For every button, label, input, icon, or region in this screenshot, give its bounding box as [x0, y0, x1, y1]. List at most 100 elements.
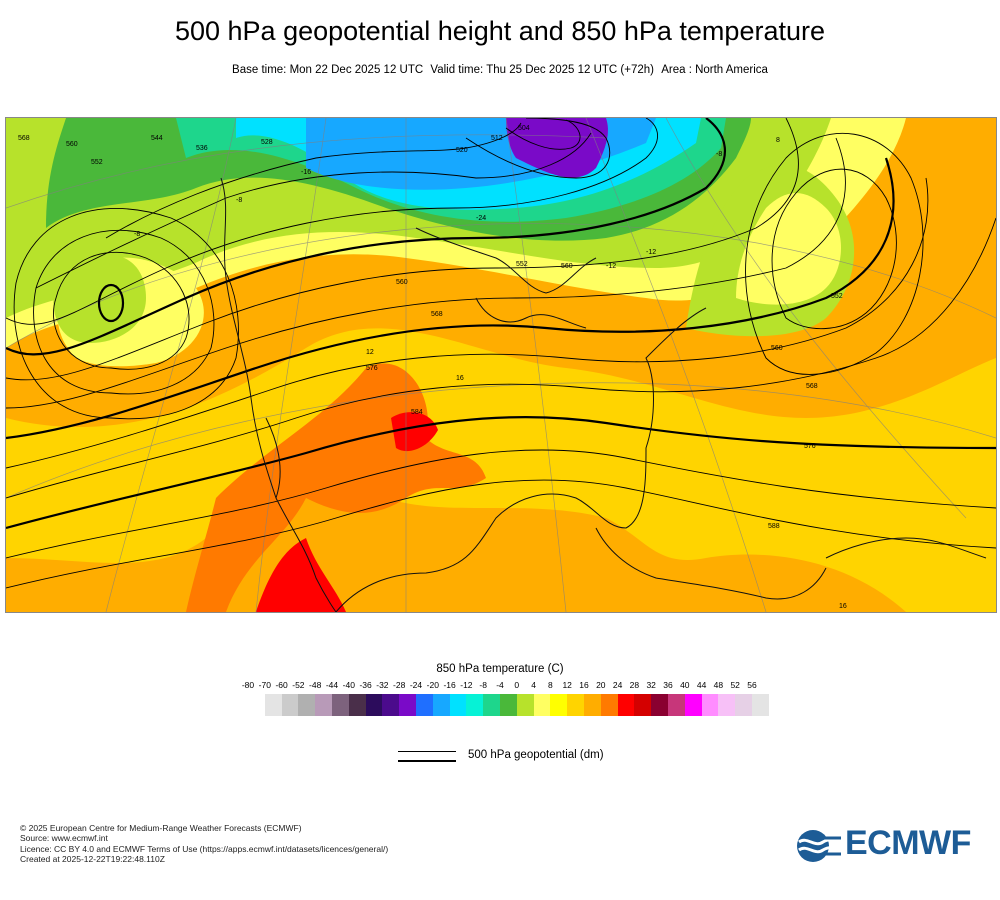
height-label: 528 [261, 139, 273, 146]
legend-swatch [600, 694, 618, 716]
chart-title: 500 hPa geopotential height and 850 hPa … [174, 16, 825, 46]
legend-tick-label: -12 [460, 680, 473, 690]
geopotential-legend-label: 500 hPa geopotential (dm) [468, 749, 604, 761]
height-label: 568 [806, 383, 818, 390]
footer-licence: Licence: CC BY 4.0 and ECMWF Terms of Us… [20, 843, 389, 854]
base-time: Base time: Mon 22 Dec 2025 12 UTC [232, 64, 424, 76]
legend-swatch [466, 694, 484, 716]
legend-swatch [483, 694, 500, 716]
legend-tick-label: -40 [342, 680, 355, 690]
temperature-legend: -80 -70 -60 -52 -48 -44 -40 -36 -32 -28 -24 -20 -16-… [240, 680, 769, 720]
legend-tick-label: 8 [548, 680, 553, 690]
legend-swatch [533, 694, 551, 716]
legend-tick-label: 0 [514, 680, 520, 690]
legend-tick-label: -32 [376, 680, 389, 690]
footer-created: Created at 2025-12-22T19:22:48.110Z [20, 853, 165, 864]
legend-swatch [550, 694, 568, 716]
legend-swatch [752, 694, 769, 716]
legend-tick-label: 52 [730, 680, 740, 690]
legend-tick-label: -36 [359, 680, 372, 690]
legend-swatch [449, 694, 467, 716]
legend-swatch [651, 694, 668, 716]
legend-tick-label: 32 [646, 680, 656, 690]
area: Area : North America [661, 64, 768, 76]
legend-tick-label: -80 [241, 680, 255, 690]
height-label: 552 [516, 261, 528, 268]
height-label: 552 [91, 159, 103, 166]
temp-fill-yellow-ne [736, 193, 841, 305]
chart-subtitle: Base time: Mon 22 Dec 2025 12 UTC Valid … [0, 64, 1000, 76]
legend-swatch [701, 694, 719, 716]
height-label: 576 [366, 365, 378, 372]
legend-swatch [500, 694, 517, 716]
temp-label: -12 [646, 249, 656, 256]
legend-tick-label: 48 [713, 680, 724, 690]
temp-fill-yellow-south [6, 328, 996, 612]
legend-tick-label: -20 [426, 680, 439, 690]
legend-tick-label: -52 [292, 680, 305, 690]
geopotential-contours [6, 118, 996, 589]
legend-swatch [382, 694, 400, 716]
height-label: 552 [831, 293, 843, 300]
temp-label: 16 [839, 603, 847, 610]
ecmwf-logo-text: ECMWF [845, 824, 971, 862]
legend-tick-label: -60 [275, 680, 288, 690]
legend-swatch [718, 694, 736, 716]
legend-tick-label: -16 [443, 680, 456, 690]
temp-label: -16 [301, 169, 311, 176]
height-label: 544 [151, 135, 163, 142]
legend-swatch [315, 694, 332, 716]
legend-tick-label: 56 [747, 680, 757, 690]
height-label: 560 [66, 141, 78, 148]
temp-label: -12 [606, 263, 616, 270]
legend-tick-label: -4 [496, 680, 504, 690]
legend-tick-label: 44 [696, 680, 707, 690]
legend-line-thin [398, 751, 456, 752]
footer-source: Source: www.ecmwf.int [20, 833, 108, 844]
temp-label: -8 [236, 197, 242, 204]
temp-label: 12 [366, 349, 374, 356]
legend-tick-label: 36 [663, 680, 673, 690]
legend-tick-label: 20 [596, 680, 606, 690]
height-label: 512 [491, 135, 503, 142]
coastlines [220, 177, 987, 612]
legend-swatch [668, 694, 685, 716]
height-label: 560 [771, 345, 783, 352]
legend-swatch [332, 694, 349, 716]
forecast-map[interactable]: 568 560 552 544 536 528 520 512 504 560 … [5, 117, 997, 613]
legend-swatch [399, 694, 416, 716]
map-svg: 568 560 552 544 536 528 520 512 504 560 … [6, 118, 996, 612]
height-label: 520 [456, 147, 468, 154]
height-label: 588 [768, 523, 780, 530]
height-label: 568 [431, 311, 443, 318]
legend-tick-label: 40 [680, 680, 690, 690]
legend-swatch [634, 694, 652, 716]
legend-tick-label: -70 [258, 680, 271, 690]
temp-fill-purple [506, 118, 608, 178]
temp-fill-red-plains [391, 412, 438, 452]
legend-swatch [264, 694, 282, 716]
valid-time: Valid time: Thu 25 Dec 2025 12 UTC (+72h… [430, 64, 654, 76]
height-label: 568 [18, 135, 30, 142]
legend-swatch [365, 694, 383, 716]
height-label: 560 [561, 263, 573, 270]
height-label: 536 [196, 145, 208, 152]
legend-title: 850 hPa temperature (C) [436, 663, 564, 675]
legend-swatch [617, 694, 635, 716]
height-label: 560 [396, 279, 408, 286]
legend-tick-label: 24 [612, 680, 623, 690]
legend-line-thick [398, 760, 456, 762]
legend-swatch [416, 694, 433, 716]
legend-tick-label: -28 [393, 680, 406, 690]
temp-label: 8 [776, 137, 780, 144]
legend-swatch [735, 694, 752, 716]
footer-copyright: © 2025 European Centre for Medium-Range … [20, 823, 302, 833]
graticule [6, 118, 996, 612]
legend-swatch [584, 694, 601, 716]
legend-swatch [432, 694, 450, 716]
temp-label: -24 [476, 215, 486, 222]
legend-tick-label: -48 [309, 680, 322, 690]
footer: © 2025 European Centre for Medium-Range … [20, 823, 388, 864]
legend-tick-label: 16 [579, 680, 589, 690]
legend-tick-label: -8 [479, 680, 487, 690]
